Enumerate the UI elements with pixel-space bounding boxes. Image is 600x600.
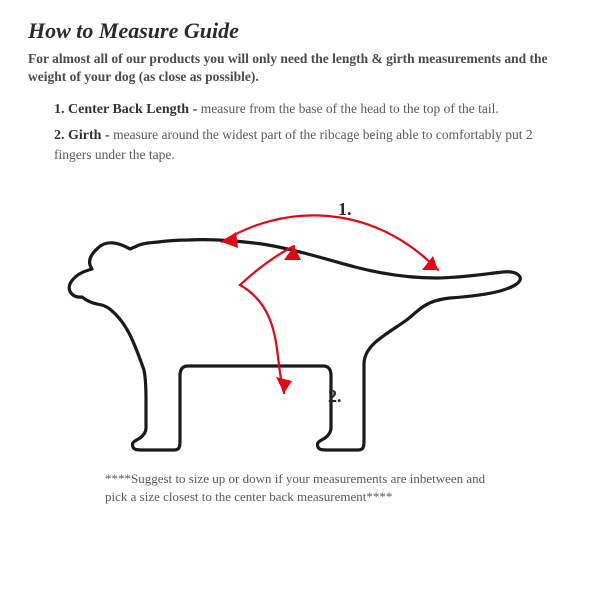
footnote-text: ****Suggest to size up or down if your m… [105,470,495,505]
diagram-container: 1. 2. [28,170,572,470]
dog-measure-diagram: 1. 2. [40,170,560,470]
label-1: 1. [338,199,352,219]
step-2: 2. Girth - measure around the widest par… [54,126,572,164]
girth-arrow-head-bottom [276,377,292,393]
step-2-lead: 2. Girth - [54,128,113,143]
intro-text: For almost all of our products you will … [28,50,572,86]
label-2: 2. [328,386,342,406]
girth-arrow [240,246,294,393]
step-1-lead: 1. Center Back Length - [54,102,201,117]
dog-outline [69,240,520,450]
step-1: 1. Center Back Length - measure from the… [54,100,572,120]
steps-list: 1. Center Back Length - measure from the… [54,100,572,164]
measure-guide-page: How to Measure Guide For almost all of o… [0,0,600,600]
step-2-text: measure around the widest part of the ri… [54,127,533,162]
page-title: How to Measure Guide [28,18,572,44]
step-1-text: measure from the base of the head to the… [201,101,499,116]
